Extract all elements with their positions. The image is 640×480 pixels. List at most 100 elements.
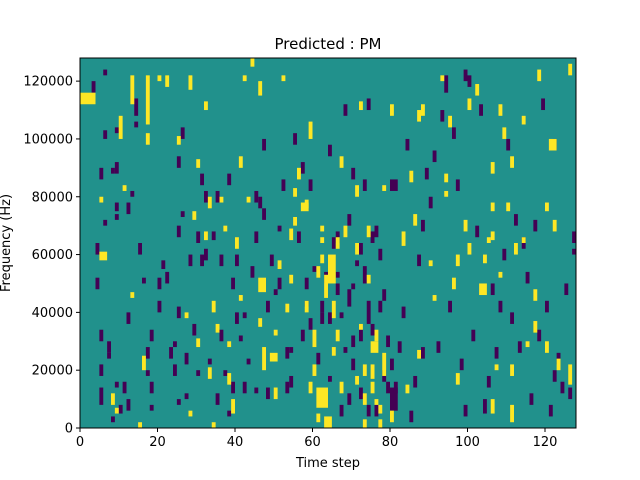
heatmap-cell-low <box>471 329 476 342</box>
heatmap-cell-low <box>99 329 104 342</box>
heatmap-cell-high <box>211 300 216 313</box>
y-tick-label: 60000 <box>32 248 73 263</box>
y-tick-label: 80000 <box>32 190 73 205</box>
heatmap-cell-high <box>196 159 201 168</box>
heatmap-cell-high <box>370 341 379 353</box>
heatmap-cell-high <box>235 237 239 249</box>
heatmap-cell-low <box>331 237 336 249</box>
heatmap-cell-low <box>397 341 402 353</box>
heatmap-cell-low <box>529 393 534 405</box>
heatmap-cell-low <box>262 208 266 220</box>
heatmap-cell-low <box>219 329 224 342</box>
heatmap-cell-high <box>362 393 367 405</box>
heatmap-cell-low <box>114 381 119 388</box>
heatmap-cell-low <box>254 231 259 243</box>
heatmap-cell-low <box>281 179 286 191</box>
heatmap-cell-low <box>180 127 185 139</box>
heatmap-cell-low <box>475 225 480 238</box>
heatmap-cell-low <box>95 243 100 255</box>
heatmap-cell-low <box>103 130 108 139</box>
heatmap-cell-low <box>459 358 464 371</box>
heatmap-cell-high <box>215 323 220 333</box>
heatmap-cell-low <box>227 410 232 417</box>
heatmap-cell-low <box>428 196 433 209</box>
heatmap-cell-low <box>335 283 340 296</box>
heatmap-cell-low <box>362 179 367 191</box>
heatmap-cell-high <box>362 419 367 428</box>
heatmap-cell-low <box>343 347 348 353</box>
heatmap-cell-high <box>483 254 487 264</box>
heatmap-cell-low <box>390 358 394 371</box>
heatmap-cell-low <box>525 271 530 284</box>
heatmap-cell-low <box>455 179 460 191</box>
heatmap-cell-high <box>498 271 503 278</box>
heatmap-cell-high <box>510 404 514 423</box>
heatmap-cell-high <box>320 254 325 264</box>
x-tick-label: 40 <box>227 435 244 450</box>
heatmap-cell-high <box>545 341 549 353</box>
heatmap-cell-high <box>130 292 135 298</box>
heatmap-cell-low <box>169 347 173 359</box>
heatmap-cell-low <box>405 138 410 151</box>
x-tick-label: 80 <box>382 435 399 450</box>
heatmap-cell-high <box>138 422 142 428</box>
heatmap-cell-low <box>386 335 390 348</box>
heatmap-cell-low <box>126 312 131 324</box>
heatmap-cell-low <box>316 352 321 365</box>
heatmap-cell-high <box>475 84 480 96</box>
heatmap-cell-high <box>192 211 197 220</box>
heatmap-cell-low <box>351 358 356 371</box>
heatmap-cell-high <box>223 225 228 232</box>
heatmap-cell-high <box>514 243 518 255</box>
heatmap-cell-high <box>114 407 119 414</box>
heatmap-cell-high <box>258 277 266 293</box>
heatmap-cell-low <box>258 196 263 209</box>
heatmap-cell-low <box>355 260 359 267</box>
x-tick-label: 20 <box>149 435 166 450</box>
heatmap-cell-low <box>111 167 115 174</box>
heatmap-cell-high <box>211 422 216 428</box>
heatmap-cell-high <box>219 196 224 203</box>
heatmap-cell-low <box>390 179 398 191</box>
heatmap-cell-low <box>161 260 166 270</box>
heatmap-cell-high <box>339 156 344 168</box>
heatmap-cell-high <box>312 364 317 376</box>
heatmap-cell-high <box>316 387 328 408</box>
heatmap-cell-high <box>556 358 561 371</box>
heatmap-cell-low <box>285 381 290 394</box>
chart-title: Predicted : PM <box>275 35 382 53</box>
heatmap-cell-low <box>91 81 96 93</box>
heatmap-cell-high <box>370 364 375 379</box>
heatmap-cell-high <box>498 104 503 116</box>
heatmap-cell-high <box>548 138 557 151</box>
heatmap-cell-low <box>300 162 305 174</box>
heatmap-cell-high <box>552 219 557 232</box>
heatmap-cell-low <box>227 173 232 186</box>
x-tick-label: 0 <box>76 435 84 450</box>
heatmap-cell-high <box>99 196 104 203</box>
heatmap-cell-low <box>424 167 429 180</box>
heatmap-cell-high <box>111 393 115 405</box>
heatmap-cell-low <box>413 375 418 388</box>
heatmap-cell-high <box>362 364 367 376</box>
heatmap-cell-low <box>246 358 251 365</box>
heatmap-cell-low <box>184 393 189 400</box>
heatmap-cell-low <box>157 300 162 313</box>
heatmap-cell-high <box>413 214 418 226</box>
heatmap-cell-low <box>393 381 398 394</box>
heatmap-cell-low <box>308 318 313 330</box>
heatmap-cell-low <box>351 167 356 180</box>
heatmap-cell-high <box>320 225 325 232</box>
heatmap-cell-high <box>269 352 278 362</box>
heatmap-cell-high <box>238 156 243 168</box>
heatmap-cell-high <box>122 185 127 191</box>
heatmap-cell-low <box>238 335 243 342</box>
heatmap-cell-high <box>374 399 379 405</box>
y-tick-label: 100000 <box>23 132 73 147</box>
heatmap-cell-low <box>114 214 119 220</box>
heatmap-cell-low <box>262 138 266 151</box>
heatmap-cell-high <box>258 81 263 96</box>
heatmap-cell-low <box>103 219 108 226</box>
heatmap-cell-high <box>382 185 387 191</box>
heatmap-cell-low <box>366 404 371 417</box>
